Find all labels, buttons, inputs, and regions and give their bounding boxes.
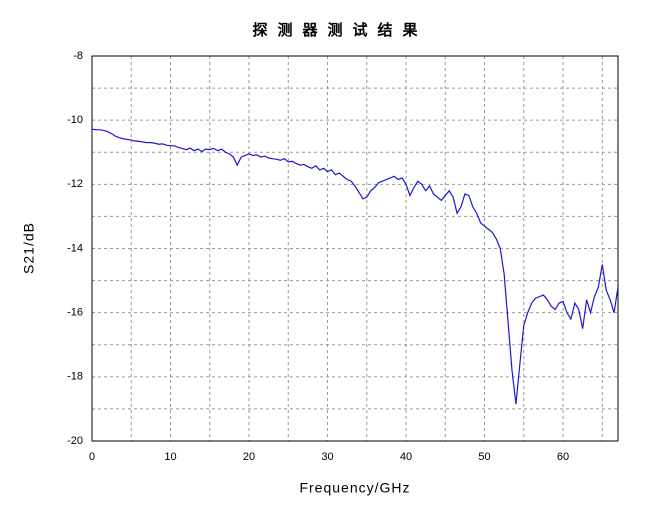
x-axis-label: Frequency/GHz — [299, 480, 410, 496]
chart-title: 探测器测试结果 — [252, 21, 427, 39]
x-tick-label: 60 — [557, 451, 569, 463]
y-axis-label: S21/dB — [21, 222, 37, 274]
x-tick-label: 50 — [478, 451, 490, 463]
x-tick-label: 30 — [321, 451, 333, 463]
x-tick-label: 20 — [243, 451, 255, 463]
y-tick-label: -18 — [67, 371, 83, 383]
x-tick-label: 0 — [89, 451, 95, 463]
y-tick-label: -10 — [67, 114, 83, 126]
y-tick-label: -20 — [67, 435, 83, 447]
x-tick-label: 10 — [164, 451, 176, 463]
data-line — [91, 128, 619, 405]
x-tick-label: 40 — [400, 451, 412, 463]
y-tick-label: -12 — [67, 178, 83, 190]
y-tick-label: -16 — [67, 307, 83, 319]
y-tick-label: -14 — [67, 242, 83, 254]
plot-frame — [91, 55, 619, 442]
y-tick-label: -8 — [73, 50, 83, 62]
